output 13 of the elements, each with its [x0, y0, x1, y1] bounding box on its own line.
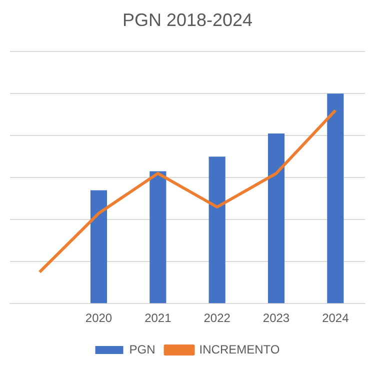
bar	[150, 171, 166, 304]
x-tick-label: 2020	[85, 311, 112, 326]
x-tick-label: 2024	[322, 311, 350, 326]
x-tick-label: 2022	[204, 311, 231, 326]
bar	[90, 190, 108, 304]
x-tick-label: 2021	[144, 311, 172, 326]
bar	[327, 94, 344, 304]
x-tick-label: 2023	[262, 311, 290, 326]
legend-label: INCREMENTO	[199, 342, 280, 356]
bar	[208, 156, 226, 304]
bar	[268, 134, 285, 304]
chart-title: PGN 2018-2024	[122, 10, 253, 30]
legend-label: PGN	[129, 342, 156, 356]
